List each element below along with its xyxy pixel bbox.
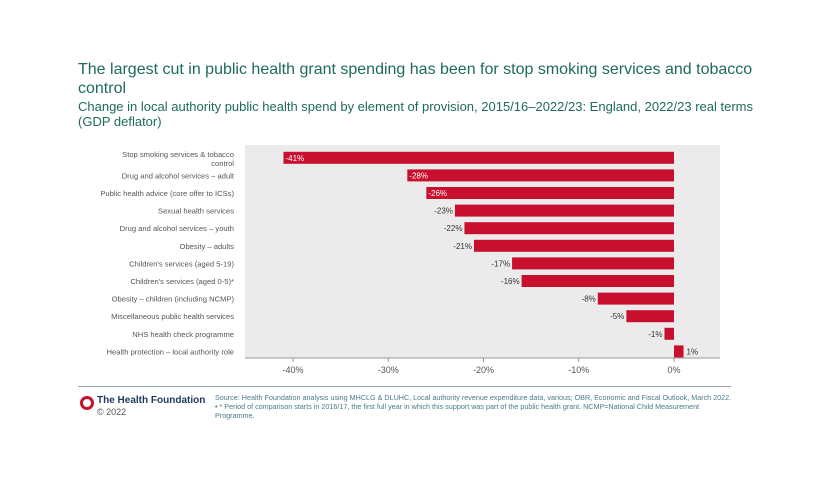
category-label: Obesity – children (including NCMP) [112,295,235,304]
bar [664,327,674,340]
bar [407,169,674,182]
category-label: Children's services (aged 0-5)* [130,277,234,286]
x-tick-label: -10% [568,365,589,375]
data-label: -22% [444,224,463,233]
bar [426,187,674,199]
data-label: -21% [453,242,472,251]
footer-divider [78,386,731,387]
data-label: -17% [491,259,510,268]
bar [674,345,684,358]
x-tick-label: -30% [378,365,399,375]
bar [454,204,674,217]
x-tick-label: -40% [282,365,303,375]
category-label: Health protection – local authority role [107,347,234,356]
bar [521,275,674,287]
chart-title: The largest cut in public health grant s… [78,61,753,97]
category-label: Public health advice (core offer to ICSs… [100,189,234,198]
bar [283,151,674,164]
bar [626,310,674,323]
bar [464,222,674,235]
data-label: -23% [434,207,453,216]
category-label: Miscellaneous public health services [111,312,234,321]
chart-subtitle: Change in local authority public health … [78,99,754,129]
data-label: -41% [285,154,304,163]
copyright: © 2022 [97,407,127,417]
category-label: Obesity – adults [180,242,235,251]
health-foundation-logo-icon [80,396,94,410]
data-label: -28% [409,171,428,180]
data-label: -5% [610,312,624,321]
data-label: 1% [687,347,699,356]
category-label: NHS health check programme [132,330,234,339]
category-label: Drug and alcohol services – youth [120,224,234,233]
bar [473,239,674,252]
source-note: Source: Health Foundation analysis using… [215,393,732,420]
x-tick-label: -20% [473,365,494,375]
data-label: -1% [648,330,662,339]
category-label: control [211,159,234,168]
category-label: Children's services (aged 5-19) [129,259,234,268]
x-tick-label: 0% [667,365,680,375]
bar [597,292,674,305]
data-label: -16% [501,277,520,286]
data-label: -8% [582,295,596,304]
data-label: -26% [428,189,447,198]
org-name: The Health Foundation [97,395,206,406]
bar [512,257,674,270]
category-label: Stop smoking services & tobacco [122,150,234,159]
category-label: Sexual health services [158,207,234,216]
category-label: Drug and alcohol services – adult [122,171,235,180]
